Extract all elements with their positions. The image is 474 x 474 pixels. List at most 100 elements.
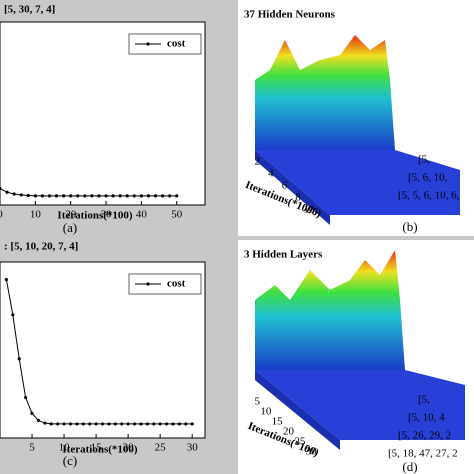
point bbox=[75, 422, 79, 426]
x-tick-label: 10 bbox=[260, 406, 272, 418]
point bbox=[76, 194, 80, 198]
x-tick-label: 25 bbox=[294, 436, 306, 448]
point bbox=[26, 193, 30, 198]
x-tick-label: 5 bbox=[29, 442, 35, 454]
point bbox=[62, 194, 66, 198]
point bbox=[43, 421, 47, 425]
point bbox=[107, 422, 111, 426]
point bbox=[36, 418, 41, 422]
point bbox=[97, 194, 101, 198]
x-tick-label: 5 bbox=[255, 396, 261, 408]
category-label: [5, 18, 47, 27, 2 bbox=[388, 448, 458, 460]
point bbox=[104, 194, 108, 198]
x-tick-label: 20 bbox=[123, 442, 135, 454]
x-tick-label: 20 bbox=[283, 426, 295, 438]
point bbox=[171, 422, 175, 426]
point bbox=[68, 422, 73, 426]
point bbox=[177, 422, 181, 426]
x-tick-label: 6 bbox=[282, 180, 288, 192]
chart-title: 37 Hidden Neurons bbox=[244, 9, 336, 21]
point bbox=[88, 422, 92, 426]
point bbox=[17, 357, 21, 361]
point bbox=[83, 194, 87, 198]
point bbox=[158, 422, 162, 426]
legend-marker bbox=[146, 42, 150, 46]
point bbox=[164, 422, 169, 426]
legend-box bbox=[128, 273, 202, 295]
x-tick-label: 8 bbox=[295, 192, 301, 204]
point bbox=[113, 422, 117, 426]
point bbox=[49, 422, 53, 426]
point bbox=[12, 192, 16, 196]
point bbox=[0, 186, 2, 191]
point bbox=[81, 422, 85, 426]
point bbox=[47, 194, 52, 198]
plot-clip bbox=[0, 186, 179, 198]
plot-clip bbox=[4, 278, 194, 426]
point bbox=[132, 422, 137, 426]
point bbox=[56, 422, 60, 426]
point bbox=[168, 194, 172, 198]
point bbox=[94, 422, 98, 426]
x-tick-label: 10 bbox=[303, 204, 315, 216]
point bbox=[132, 194, 136, 198]
x-tick-label: 30 bbox=[187, 442, 199, 454]
point bbox=[126, 422, 130, 426]
point bbox=[146, 194, 151, 198]
point bbox=[175, 194, 179, 198]
x-tick-label: 0 bbox=[0, 209, 3, 221]
x-tick-label: 25 bbox=[155, 442, 167, 454]
point bbox=[153, 194, 158, 198]
x-tick-label: 30 bbox=[306, 446, 318, 458]
point bbox=[30, 411, 34, 415]
point bbox=[139, 194, 143, 198]
panel-label: (b) bbox=[402, 219, 417, 234]
point bbox=[33, 194, 37, 198]
category-label: [5, bbox=[418, 154, 430, 166]
point bbox=[11, 313, 15, 317]
point bbox=[125, 194, 129, 198]
x-tick-label: 15 bbox=[272, 416, 284, 428]
legend-label: cost bbox=[167, 278, 186, 290]
point bbox=[24, 395, 28, 400]
point bbox=[118, 194, 122, 198]
x-tick-label: 10 bbox=[59, 442, 71, 454]
point bbox=[184, 422, 188, 426]
x-tick-label: 20 bbox=[65, 209, 77, 221]
x-tick-label: 10 bbox=[30, 209, 42, 221]
point bbox=[54, 194, 59, 198]
point bbox=[90, 194, 94, 198]
point bbox=[139, 422, 143, 426]
point bbox=[160, 194, 165, 198]
point bbox=[4, 278, 9, 282]
x-axis-label: Iterations(*100) bbox=[57, 210, 132, 222]
point bbox=[120, 422, 124, 426]
point bbox=[5, 190, 9, 194]
point bbox=[40, 194, 45, 198]
panel-label: (c) bbox=[63, 453, 77, 468]
point bbox=[190, 422, 194, 426]
x-tick-label: 2 bbox=[255, 156, 261, 168]
chart-title: [5, 30, 7, 4] bbox=[4, 4, 55, 16]
category-label: [5, 26, 29, 2 bbox=[398, 430, 451, 442]
point bbox=[19, 193, 23, 197]
x-tick-label: 40 bbox=[136, 209, 148, 221]
category-label: [5, 6, 10, bbox=[408, 172, 448, 184]
category-label: [5, 5, 6, 10, 6, bbox=[398, 190, 460, 202]
panel-label: (d) bbox=[402, 459, 417, 474]
x-tick-label: 30 bbox=[101, 209, 113, 221]
x-tick-label: 15 bbox=[91, 442, 103, 454]
legend-box bbox=[128, 33, 202, 55]
surface-d bbox=[255, 250, 465, 450]
x-tick-label: 50 bbox=[171, 209, 183, 221]
point bbox=[62, 422, 66, 426]
legend-marker bbox=[146, 282, 150, 286]
category-label: [5, 10, 4 bbox=[408, 412, 445, 424]
point bbox=[152, 422, 156, 426]
surface-b bbox=[255, 35, 460, 225]
point bbox=[145, 422, 149, 426]
chart-title: : [5, 10, 20, 7, 4] bbox=[4, 241, 78, 253]
chart-title: 3 Hidden Layers bbox=[244, 249, 323, 261]
